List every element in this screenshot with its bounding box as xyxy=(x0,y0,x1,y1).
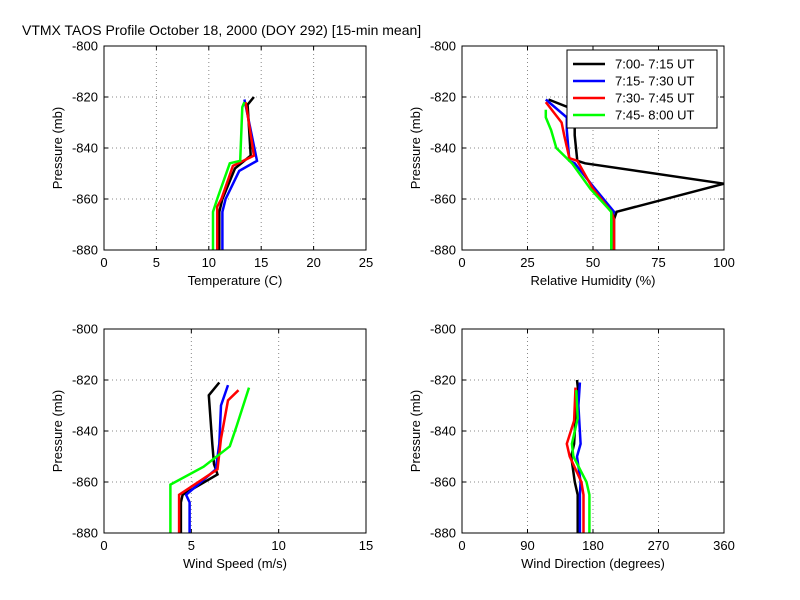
x-tick-label: 270 xyxy=(648,538,670,553)
y-tick-label: -800 xyxy=(430,39,456,54)
y-tick-label: -880 xyxy=(72,526,98,541)
y-tick-label: -820 xyxy=(72,373,98,388)
series-line xyxy=(221,99,259,250)
y-tick-label: -880 xyxy=(430,526,456,541)
axes-box xyxy=(103,45,367,251)
series-line xyxy=(565,387,585,533)
x-tick-label: 0 xyxy=(458,255,465,270)
legend-entry: 7:30- 7:45 UT xyxy=(615,91,695,106)
x-tick-label: 25 xyxy=(520,255,534,270)
x-tick-label: 10 xyxy=(271,538,285,553)
wd-panel: 0 90 180 270 360 -880 -860 -840 -820 -800 Wind Dir… xyxy=(408,322,735,572)
x-axis-label: Wind Speed (m/s) xyxy=(183,556,287,571)
y-axis-label: Pressure (mb) xyxy=(408,107,423,189)
y-tick-label: -820 xyxy=(430,90,456,105)
series-line xyxy=(211,101,246,250)
y-axis-label: Pressure (mb) xyxy=(50,390,65,472)
series-line xyxy=(169,387,251,533)
rh-panel: 0 25 50 75 100 -880 -860 -840 -820 -800 Relative H… xyxy=(408,39,735,289)
y-tick-label: -840 xyxy=(430,141,456,156)
y-tick-label: -840 xyxy=(72,141,98,156)
y-axis-label: Pressure (mb) xyxy=(50,107,65,189)
x-axis-label: Wind Direction (degrees) xyxy=(521,556,665,571)
y-tick-label: -840 xyxy=(430,424,456,439)
x-tick-label: 90 xyxy=(520,538,534,553)
series-line xyxy=(218,96,255,250)
figure-title: VTMX TAOS Profile October 18, 2000 (DOY … xyxy=(22,22,421,38)
series-line xyxy=(544,101,616,250)
y-tick-label: -860 xyxy=(72,475,98,490)
ws-panel: 0 5 10 15 -880 -860 -840 -820 -800 Wind Speed (m/… xyxy=(50,322,373,572)
y-tick-label: -820 xyxy=(72,90,98,105)
y-axis-label: Pressure (mb) xyxy=(408,390,423,472)
x-tick-label: 0 xyxy=(100,255,107,270)
x-tick-label: 20 xyxy=(306,255,320,270)
axes-box xyxy=(461,328,725,534)
y-tick-label: -800 xyxy=(72,39,98,54)
x-tick-label: 50 xyxy=(586,255,600,270)
y-tick-label: -860 xyxy=(430,475,456,490)
y-tick-label: -880 xyxy=(430,243,456,258)
legend-entry: 7:00- 7:15 UT xyxy=(615,57,695,72)
x-tick-label: 25 xyxy=(359,255,373,270)
legend-entry: 7:15- 7:30 UT xyxy=(615,74,695,89)
x-axis-label: Relative Humidity (%) xyxy=(531,273,656,288)
x-tick-label: 5 xyxy=(188,538,195,553)
x-axis-label: Temperature (C) xyxy=(188,273,283,288)
x-tick-label: 15 xyxy=(359,538,373,553)
x-tick-label: 10 xyxy=(202,255,216,270)
x-tick-label: 360 xyxy=(713,538,735,553)
x-tick-label: 5 xyxy=(153,255,160,270)
y-tick-label: -860 xyxy=(430,192,456,207)
temp-panel: 0 5 10 15 20 25 -880 -860 -840 -820 -800 Temperatur… xyxy=(50,39,373,289)
series-line xyxy=(570,390,591,533)
series-line xyxy=(544,109,613,250)
series-line xyxy=(215,101,256,250)
series-line xyxy=(575,382,582,533)
x-tick-label: 75 xyxy=(651,255,665,270)
legend-entry: 7:45- 8:00 UT xyxy=(615,108,695,123)
y-tick-label: -820 xyxy=(430,373,456,388)
axes-box xyxy=(103,328,367,534)
x-tick-label: 0 xyxy=(100,538,107,553)
x-tick-label: 15 xyxy=(254,255,268,270)
axes-box xyxy=(461,45,725,251)
x-tick-label: 180 xyxy=(582,538,604,553)
x-tick-label: 0 xyxy=(458,538,465,553)
y-tick-label: -860 xyxy=(72,192,98,207)
y-tick-label: -800 xyxy=(430,322,456,337)
series-line xyxy=(177,389,240,533)
y-tick-label: -800 xyxy=(72,322,98,337)
y-tick-label: -880 xyxy=(72,243,98,258)
x-tick-label: 100 xyxy=(713,255,735,270)
y-tick-label: -840 xyxy=(72,424,98,439)
series-line xyxy=(184,384,230,533)
